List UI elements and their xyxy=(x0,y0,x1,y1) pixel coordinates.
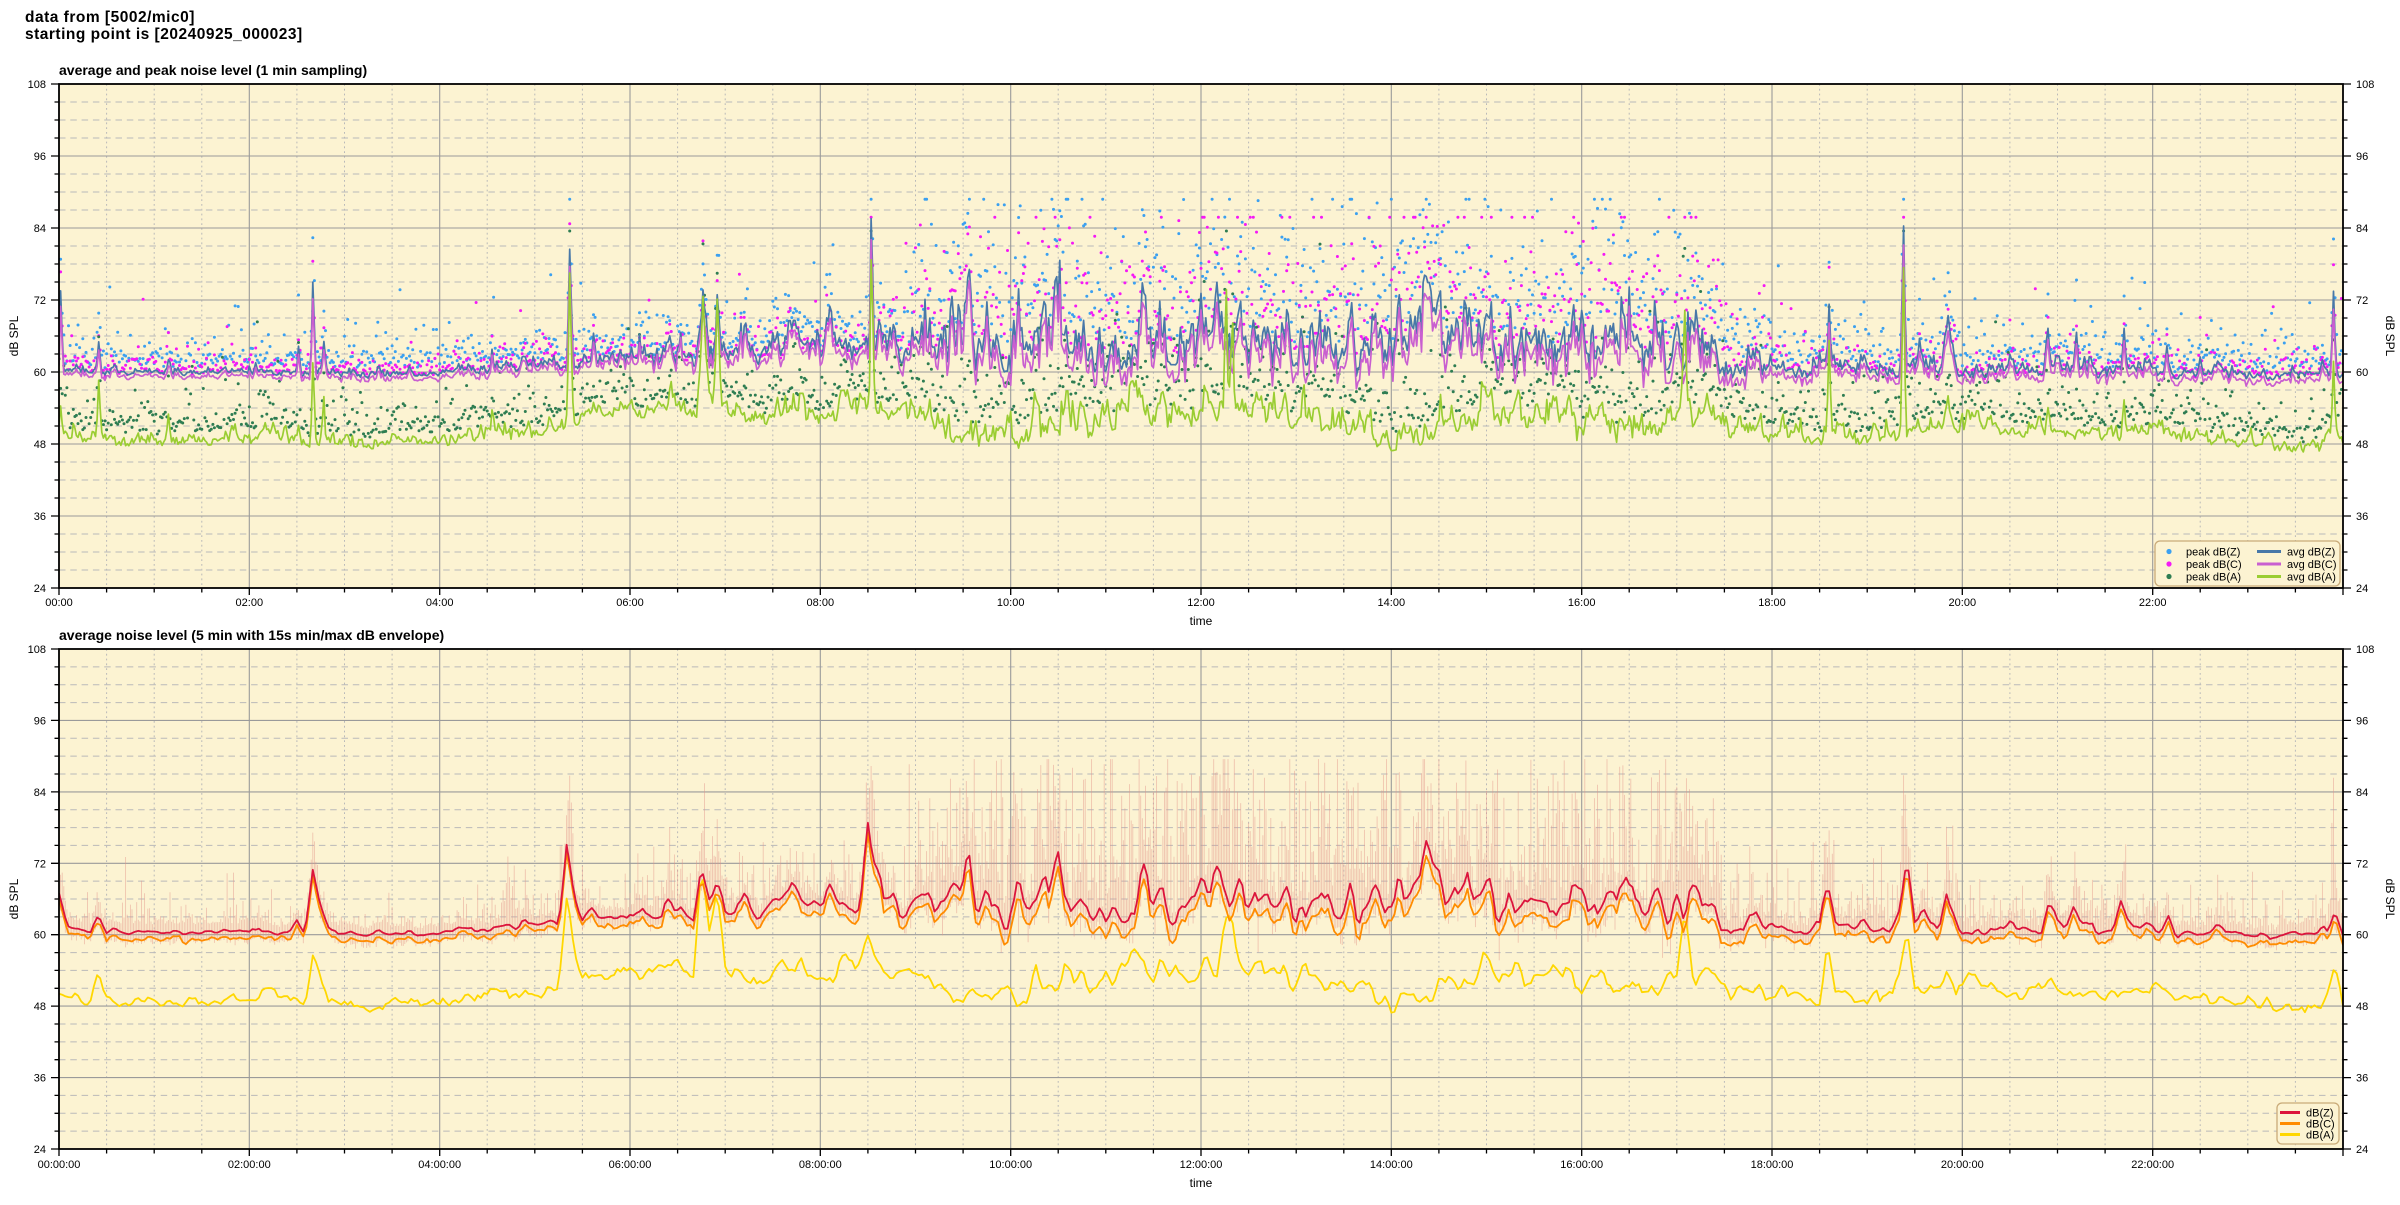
svg-text:dB SPL: dB SPL xyxy=(2383,879,2397,920)
svg-text:16:00:00: 16:00:00 xyxy=(1560,1159,1603,1171)
svg-text:00:00:00: 00:00:00 xyxy=(38,1159,81,1171)
svg-text:96: 96 xyxy=(2356,715,2368,727)
svg-text:72: 72 xyxy=(34,858,46,870)
svg-text:48: 48 xyxy=(2356,1001,2368,1013)
svg-text:36: 36 xyxy=(34,1073,46,1085)
svg-text:dB(C): dB(C) xyxy=(2306,1119,2335,1131)
svg-text:60: 60 xyxy=(2356,930,2368,942)
svg-text:06:00:00: 06:00:00 xyxy=(609,1159,652,1171)
svg-text:24: 24 xyxy=(34,1144,46,1156)
svg-text:avg dB(Z): avg dB(Z) xyxy=(2287,547,2335,559)
svg-text:18:00: 18:00 xyxy=(1758,597,1786,609)
svg-text:14:00:00: 14:00:00 xyxy=(1370,1159,1413,1171)
svg-text:12:00:00: 12:00:00 xyxy=(1180,1159,1223,1171)
svg-text:72: 72 xyxy=(2356,295,2368,307)
svg-text:18:00:00: 18:00:00 xyxy=(1751,1159,1794,1171)
svg-text:time: time xyxy=(1190,1176,1213,1190)
svg-text:08:00:00: 08:00:00 xyxy=(799,1159,842,1171)
svg-text:72: 72 xyxy=(34,295,46,307)
svg-text:dB SPL: dB SPL xyxy=(2383,316,2397,357)
svg-text:72: 72 xyxy=(2356,858,2368,870)
svg-text:starting point is [20240925_00: starting point is [20240925_000023] xyxy=(25,26,303,43)
svg-text:20:00:00: 20:00:00 xyxy=(1941,1159,1984,1171)
svg-text:60: 60 xyxy=(34,367,46,379)
svg-text:06:00: 06:00 xyxy=(616,597,644,609)
svg-text:average and peak noise level (: average and peak noise level (1 min samp… xyxy=(59,62,367,78)
svg-text:10:00: 10:00 xyxy=(997,597,1025,609)
svg-text:24: 24 xyxy=(2356,583,2368,595)
svg-text:36: 36 xyxy=(2356,511,2368,523)
svg-text:20:00: 20:00 xyxy=(1949,597,1977,609)
svg-text:24: 24 xyxy=(2356,1144,2368,1156)
svg-text:02:00:00: 02:00:00 xyxy=(228,1159,271,1171)
svg-text:84: 84 xyxy=(2356,223,2368,235)
svg-text:average noise level (5 min wit: average noise level (5 min with 15s min/… xyxy=(59,627,444,643)
svg-text:12:00: 12:00 xyxy=(1187,597,1215,609)
svg-text:14:00: 14:00 xyxy=(1378,597,1406,609)
svg-text:avg dB(C): avg dB(C) xyxy=(2287,559,2337,571)
svg-text:00:00: 00:00 xyxy=(45,597,73,609)
svg-text:36: 36 xyxy=(34,511,46,523)
svg-text:108: 108 xyxy=(2356,644,2374,656)
svg-text:24: 24 xyxy=(34,583,46,595)
svg-text:108: 108 xyxy=(2356,79,2374,91)
svg-text:48: 48 xyxy=(34,1001,46,1013)
svg-text:60: 60 xyxy=(2356,367,2368,379)
svg-text:108: 108 xyxy=(28,644,46,656)
svg-text:84: 84 xyxy=(34,787,46,799)
svg-text:16:00: 16:00 xyxy=(1568,597,1596,609)
svg-text:36: 36 xyxy=(2356,1073,2368,1085)
svg-text:dB(A): dB(A) xyxy=(2306,1130,2334,1142)
svg-text:08:00: 08:00 xyxy=(807,597,835,609)
svg-text:dB SPL: dB SPL xyxy=(7,315,21,356)
svg-text:96: 96 xyxy=(34,715,46,727)
svg-text:96: 96 xyxy=(2356,151,2368,163)
svg-text:peak dB(A): peak dB(A) xyxy=(2186,572,2241,584)
svg-text:avg dB(A): avg dB(A) xyxy=(2287,572,2336,584)
svg-text:22:00: 22:00 xyxy=(2139,597,2167,609)
svg-text:dB(Z): dB(Z) xyxy=(2306,1108,2334,1120)
svg-text:108: 108 xyxy=(28,79,46,91)
svg-text:data from [5002/mic0]: data from [5002/mic0] xyxy=(25,9,195,26)
svg-text:84: 84 xyxy=(34,223,46,235)
svg-text:10:00:00: 10:00:00 xyxy=(989,1159,1032,1171)
svg-text:48: 48 xyxy=(34,439,46,451)
svg-text:96: 96 xyxy=(34,151,46,163)
svg-text:04:00:00: 04:00:00 xyxy=(418,1159,461,1171)
svg-text:04:00: 04:00 xyxy=(426,597,454,609)
svg-text:02:00: 02:00 xyxy=(236,597,264,609)
svg-text:22:00:00: 22:00:00 xyxy=(2131,1159,2174,1171)
svg-text:84: 84 xyxy=(2356,787,2368,799)
svg-text:time: time xyxy=(1190,614,1213,628)
svg-text:60: 60 xyxy=(34,930,46,942)
svg-text:dB SPL: dB SPL xyxy=(7,878,21,919)
svg-text:48: 48 xyxy=(2356,439,2368,451)
svg-text:peak dB(Z): peak dB(Z) xyxy=(2186,547,2240,559)
svg-text:peak dB(C): peak dB(C) xyxy=(2186,559,2242,571)
